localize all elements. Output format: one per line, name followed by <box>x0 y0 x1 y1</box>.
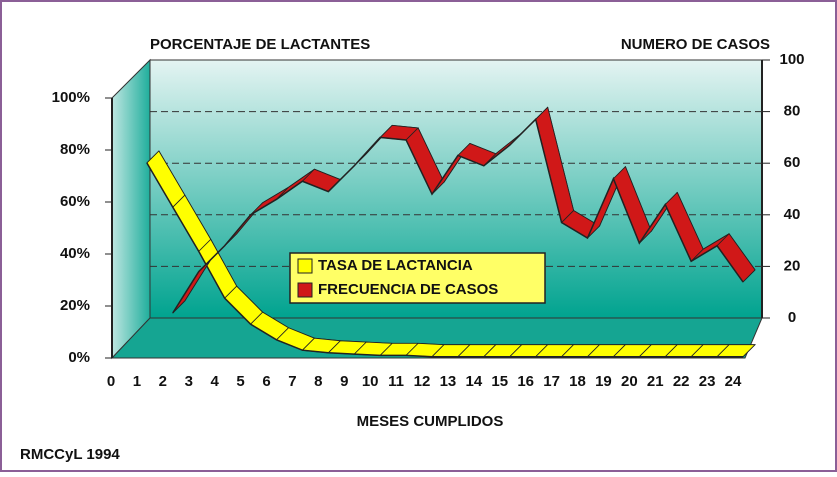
x-tick-label: 10 <box>362 373 379 390</box>
x-tick-label: 17 <box>543 373 560 390</box>
x-tick-label: 16 <box>517 373 534 390</box>
x-tick-label: 8 <box>314 373 322 390</box>
series-line <box>146 162 743 358</box>
y2-label: NUMERO DE CASOS <box>621 36 770 53</box>
x-tick-label: 6 <box>262 373 270 390</box>
x-tick-label: 11 <box>388 373 404 390</box>
x-tick-label: 4 <box>210 373 219 390</box>
y2-tick-label: 20 <box>784 257 801 274</box>
x-tick-label: 1 <box>133 373 141 390</box>
legend-label: FRECUENCIA DE CASOS <box>318 281 498 298</box>
y-tick-label: 40% <box>60 245 90 262</box>
side-wall <box>111 58 151 360</box>
legend-swatch <box>297 258 313 274</box>
x-tick-label: 13 <box>440 373 457 390</box>
y2-tick-label: 80 <box>784 103 801 120</box>
legend-label: TASA DE LACTANCIA <box>318 257 473 274</box>
x-tick-label: 21 <box>647 373 664 390</box>
y-label: PORCENTAJE DE LACTANTES <box>150 36 370 53</box>
x-tick-label: 9 <box>340 373 348 390</box>
x-tick-label: 2 <box>159 373 167 390</box>
x-tick-label: 0 <box>107 373 115 390</box>
y-tick-label: 60% <box>60 193 90 210</box>
x-tick-label: 5 <box>236 373 244 390</box>
source: RMCCyL 1994 <box>20 446 120 463</box>
x-tick-label: 12 <box>414 373 431 390</box>
y2-tick-label: 100 <box>779 51 804 68</box>
x-label: MESES CUMPLIDOS <box>357 413 504 430</box>
legend-box <box>289 252 546 304</box>
x-tick-label: 15 <box>491 373 508 390</box>
series-line <box>172 117 744 314</box>
x-tick-label: 3 <box>185 373 193 390</box>
legend-swatch <box>297 282 313 298</box>
y2-tick-label: 60 <box>784 154 801 171</box>
x-tick-label: 23 <box>699 373 716 390</box>
x-tick-label: 20 <box>621 373 638 390</box>
x-tick-label: 18 <box>569 373 586 390</box>
y-tick-label: 80% <box>60 141 90 158</box>
x-tick-label: 7 <box>288 373 296 390</box>
y-tick-label: 100% <box>52 89 90 106</box>
x-tick-label: 14 <box>465 373 482 390</box>
x-tick-label: 24 <box>725 373 742 390</box>
y2-tick-label: 40 <box>784 206 801 223</box>
y2-tick-label: 0 <box>788 309 796 326</box>
x-tick-label: 19 <box>595 373 612 390</box>
x-tick-label: 22 <box>673 373 690 390</box>
y-tick-label: 0% <box>68 349 90 366</box>
y-tick-label: 20% <box>60 297 90 314</box>
